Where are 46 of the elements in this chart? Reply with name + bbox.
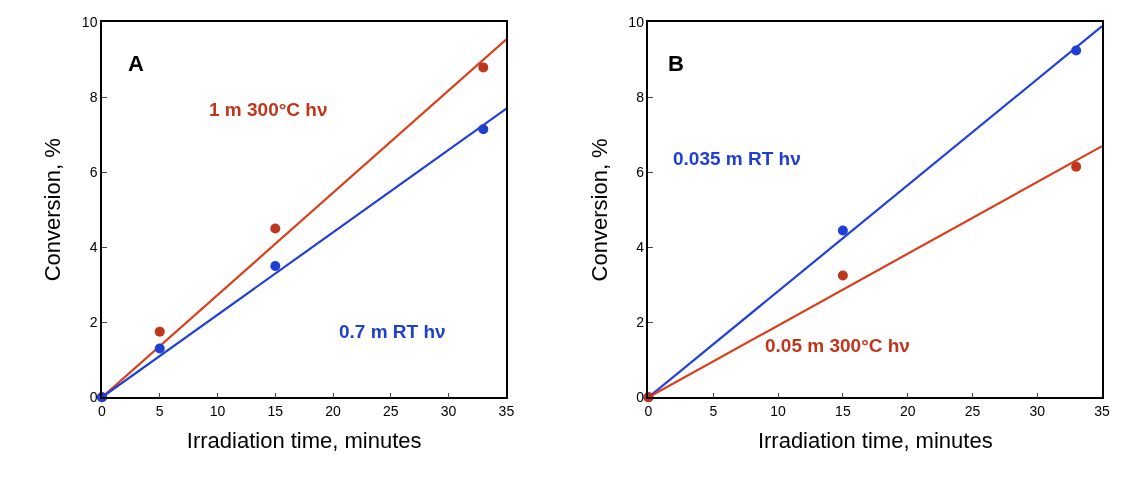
x-tick-label: 15: [267, 402, 284, 419]
point: [837, 270, 848, 281]
text: A: [128, 51, 144, 76]
x-tick-label: 5: [709, 402, 718, 419]
x-tick-label: 30: [440, 402, 457, 419]
point: [154, 326, 165, 337]
y-tick-label: 2: [636, 314, 645, 331]
y-tick-label: 2: [89, 314, 98, 331]
y-tick-label: 6: [89, 164, 98, 181]
y-tick-label: 6: [636, 164, 645, 181]
y-tick-label: 0: [636, 389, 645, 406]
x-tick-label: 10: [770, 402, 787, 419]
y-tick-label: 10: [628, 14, 645, 31]
y-axis-title: Conversion, %: [586, 138, 612, 282]
y-axis-title: Conversion, %: [40, 138, 66, 282]
text: 0.05 m 300°C hν: [765, 335, 910, 356]
x-tick-label: 25: [383, 402, 399, 419]
y-tick-label: 4: [636, 239, 645, 256]
text: B: [668, 51, 684, 76]
point: [478, 124, 489, 135]
point: [1071, 161, 1082, 172]
point: [1071, 45, 1082, 56]
point: [837, 225, 848, 236]
point: [270, 261, 281, 272]
y-tick-label: 8: [636, 89, 645, 106]
x-tick-label: 25: [964, 402, 981, 419]
y-tick-label: 0: [89, 389, 98, 406]
x-tick-label: 20: [325, 402, 342, 419]
x-tick-label: 15: [835, 402, 851, 419]
x-axis-title: Irradiation time, minutes: [186, 428, 422, 454]
point: [154, 343, 165, 354]
text: 0.035 m RT hν: [673, 148, 801, 169]
x-tick-label: 35: [498, 402, 515, 419]
x-tick-label: 5: [155, 402, 164, 419]
x-tick-label: 10: [209, 402, 226, 419]
y-tick-label: 10: [81, 14, 98, 31]
point: [478, 62, 489, 73]
text: 1 m 300°C hν: [209, 99, 328, 120]
point: [270, 223, 281, 234]
x-axis-title: Irradiation time, minutes: [757, 428, 993, 454]
text: 0.7 m RT hν: [339, 321, 446, 342]
x-tick-label: 20: [899, 402, 916, 419]
y-tick-label: 8: [89, 89, 98, 106]
y-tick-label: 4: [89, 239, 98, 256]
x-tick-label: 30: [1029, 402, 1046, 419]
x-tick-label: 35: [1094, 402, 1111, 419]
